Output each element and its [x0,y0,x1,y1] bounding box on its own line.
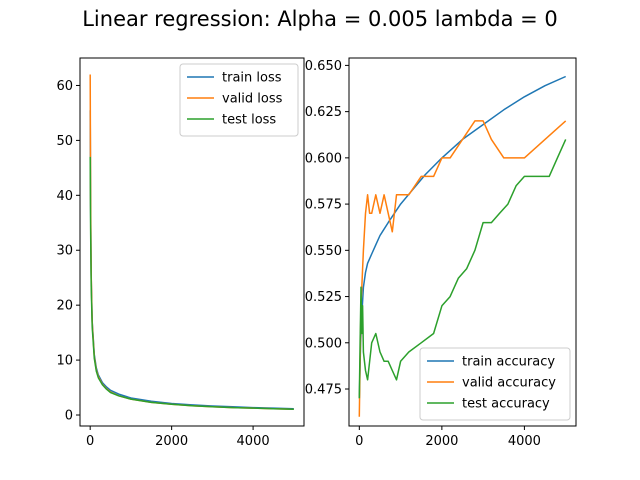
accuracy-xtick-label: 0 [355,434,363,449]
loss-ytick-label: 10 [56,354,73,369]
loss-ytick-label: 60 [56,79,73,94]
accuracy-plot-lines [358,75,567,417]
loss-ytick-label: 20 [56,299,73,314]
accuracy-ytick-label: 0.550 [305,244,342,259]
accuracy-ytick-label: 0.475 [305,383,342,398]
figure-title: Linear regression: Alpha = 0.005 lambda … [82,7,558,31]
accuracy-legend-label: train accuracy [462,355,555,370]
loss-ytick-label: 30 [56,244,73,259]
loss-legend-box [179,63,299,137]
loss-legend-label: train loss [222,71,282,86]
accuracy-ytick-label: 0.625 [305,105,342,120]
accuracy-ticks: 0 2000 4000 0.475 0.500 0.525 0.550 0.575 0.600 0… [305,59,541,449]
loss-xtick-label: 0 [86,434,94,449]
accuracy-legend-label: test accuracy [462,397,550,412]
loss-ytick-label: 40 [56,189,73,204]
accuracy-legend: train accuracy valid accuracy test accurac… [419,347,571,421]
accuracy-xtick-label: 4000 [508,434,541,449]
accuracy-series-1-line [358,120,567,417]
accuracy-ytick-label: 0.650 [305,59,342,74]
loss-axes: 0 2000 4000 0 10 20 30 40 50 60 train loss valid l… [56,57,305,449]
loss-legend: train loss valid loss test loss [179,63,299,137]
accuracy-xtick-label: 2000 [425,434,458,449]
accuracy-axes-frame [348,57,577,427]
accuracy-axes: 0 2000 4000 0.475 0.500 0.525 0.550 0.575 0.600 0… [305,57,577,449]
accuracy-ytick-label: 0.600 [305,151,342,166]
loss-ticks: 0 2000 4000 0 10 20 30 40 50 60 [56,79,269,449]
loss-ytick-label: 0 [65,409,73,424]
accuracy-ytick-label: 0.575 [305,198,342,213]
accuracy-series-2-line [358,139,567,399]
accuracy-legend-label: valid accuracy [462,376,556,391]
loss-legend-label: valid loss [222,92,283,107]
loss-series-2-line [89,156,294,410]
loss-axes-frame [79,57,305,427]
accuracy-legend-box [419,347,571,421]
loss-legend-label: test loss [222,113,276,128]
accuracy-ytick-label: 0.500 [305,336,342,351]
loss-plot-lines [89,74,294,410]
loss-xtick-label: 4000 [237,434,270,449]
loss-ytick-label: 50 [56,134,73,149]
accuracy-ytick-label: 0.525 [305,290,342,305]
loss-xtick-label: 2000 [155,434,188,449]
loss-series-0-line [89,110,294,410]
